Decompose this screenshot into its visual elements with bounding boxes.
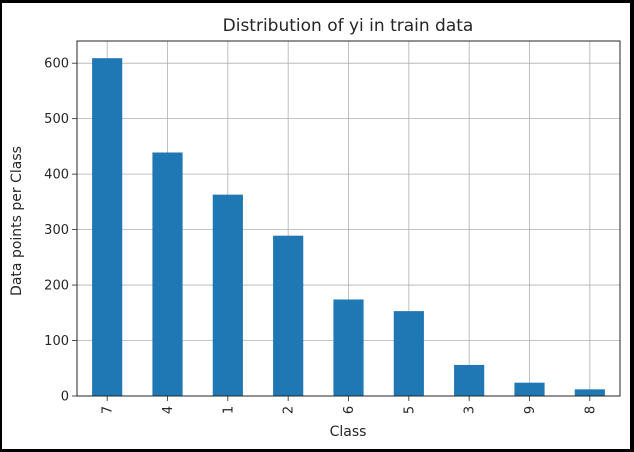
x-tick-label: 4 bbox=[161, 406, 176, 414]
bar-class-2 bbox=[273, 235, 304, 396]
x-tick-label: 9 bbox=[523, 406, 538, 414]
y-tick-label: 500 bbox=[44, 112, 69, 127]
bar-class-1 bbox=[212, 194, 243, 396]
x-axis-label: Class bbox=[330, 424, 367, 440]
y-tick-label: 600 bbox=[44, 57, 69, 72]
bars bbox=[92, 58, 605, 396]
bar-class-8 bbox=[574, 389, 605, 396]
bar-class-6 bbox=[333, 299, 364, 396]
bar-class-9 bbox=[514, 382, 545, 396]
y-tick-label: 200 bbox=[44, 279, 69, 294]
bar-class-3 bbox=[454, 364, 485, 396]
y-tick-label: 300 bbox=[44, 223, 69, 238]
bar-chart: Distribution of yi in train data 0 100 200… bbox=[9, 16, 621, 440]
y-axis-label: Data points per Class bbox=[9, 146, 25, 296]
x-axis-ticks: 7 4 1 2 6 5 3 9 8 bbox=[101, 396, 598, 414]
bar-class-7 bbox=[92, 58, 123, 396]
x-tick-label: 2 bbox=[282, 406, 297, 414]
x-tick-label: 8 bbox=[583, 406, 598, 414]
x-tick-label: 5 bbox=[402, 406, 417, 414]
chart-title: Distribution of yi in train data bbox=[223, 16, 474, 36]
x-tick-label: 6 bbox=[342, 406, 357, 414]
figure: Distribution of yi in train data 0 100 200… bbox=[2, 3, 630, 449]
y-tick-label: 0 bbox=[61, 390, 69, 405]
bar-class-4 bbox=[152, 152, 183, 396]
y-axis-ticks: 0 100 200 300 400 500 600 bbox=[44, 57, 77, 405]
bar-class-5 bbox=[393, 311, 424, 396]
y-tick-label: 400 bbox=[44, 168, 69, 183]
x-tick-label: 3 bbox=[463, 406, 478, 414]
y-tick-label: 100 bbox=[44, 334, 69, 349]
x-tick-label: 1 bbox=[221, 406, 236, 414]
x-tick-label: 7 bbox=[101, 406, 116, 414]
